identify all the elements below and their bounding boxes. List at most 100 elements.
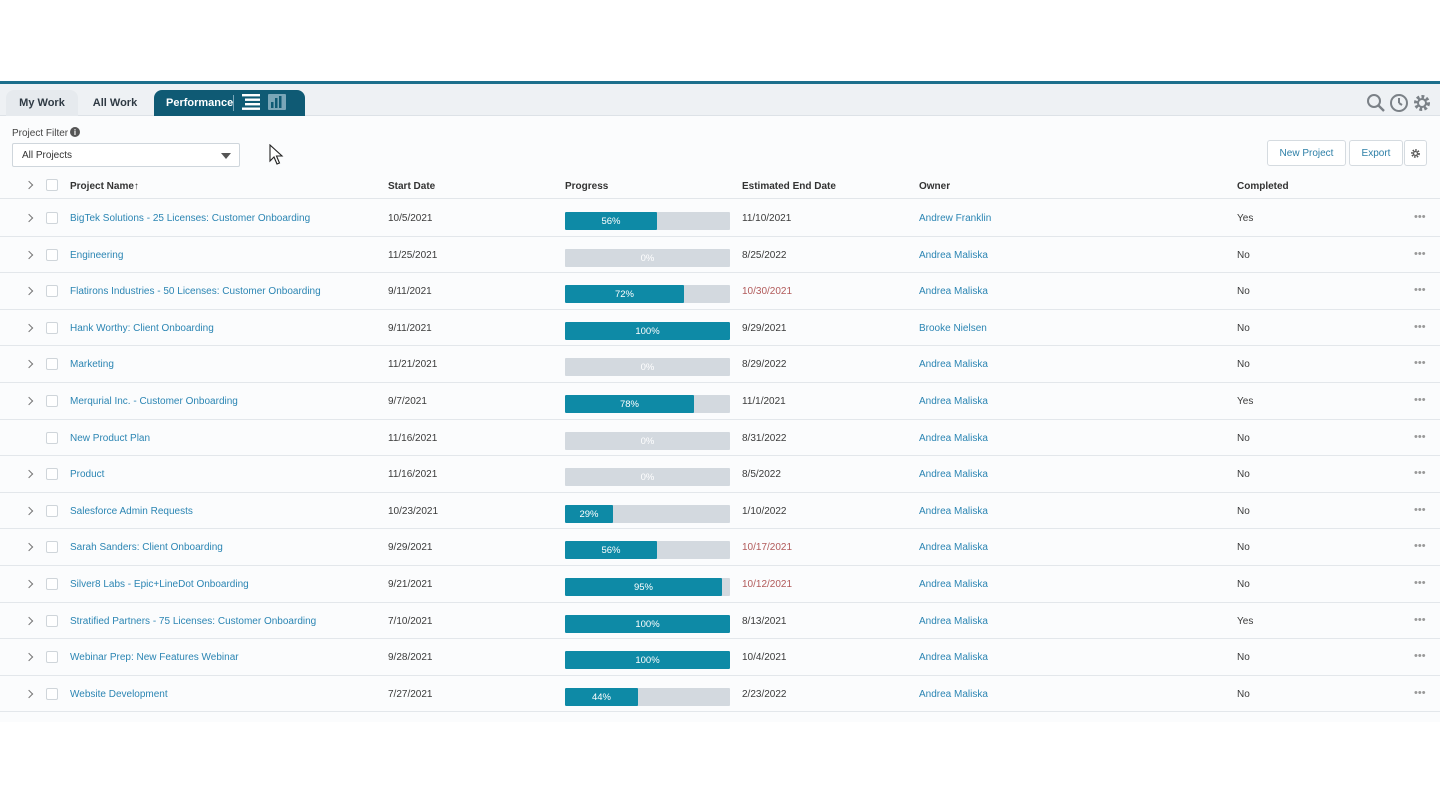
owner-link[interactable]: Andrea Maliska xyxy=(919,359,988,371)
owner-link[interactable]: Andrea Maliska xyxy=(919,615,988,627)
table-row[interactable]: Webinar Prep: New Features Webinar 9/28/2… xyxy=(0,639,1440,676)
project-name-link[interactable]: New Product Plan xyxy=(70,432,151,444)
owner-link[interactable]: Andrea Maliska xyxy=(919,579,988,590)
table-row[interactable]: Website Development 7/27/2021 44% 2/23/2022… xyxy=(0,676,1440,713)
more-options-icon[interactable]: ••• xyxy=(1414,577,1426,589)
column-start-date[interactable]: Start Date xyxy=(388,181,436,192)
row-checkbox[interactable] xyxy=(46,651,58,664)
table-row[interactable]: Marketing 11/21/2021 0% 8/29/2022 Andrea Mal… xyxy=(0,346,1440,383)
more-options-icon[interactable]: ••• xyxy=(1414,467,1426,480)
project-name-link[interactable]: Stratified Partners - 75 Licenses: Custo… xyxy=(70,615,317,627)
chevron-right-icon[interactable] xyxy=(24,652,34,662)
owner-link[interactable]: Andrea Maliska xyxy=(919,652,988,664)
chevron-right-icon[interactable] xyxy=(24,689,34,699)
row-checkbox[interactable] xyxy=(46,687,58,700)
owner-link[interactable]: Andrea Maliska xyxy=(919,432,988,444)
owner-link[interactable]: Andrea Maliska xyxy=(919,542,988,554)
chevron-right-icon[interactable] xyxy=(24,506,34,516)
info-icon[interactable]: i xyxy=(70,127,80,137)
row-checkbox[interactable] xyxy=(46,541,58,554)
table-settings-button[interactable] xyxy=(1404,140,1427,166)
more-options-icon[interactable]: ••• xyxy=(1414,247,1426,260)
more-options-icon[interactable]: ••• xyxy=(1414,613,1426,626)
project-name-link[interactable]: Marketing xyxy=(70,359,114,371)
table-row[interactable]: BigTek Solutions - 25 Licenses: Customer… xyxy=(0,200,1440,237)
project-name-link[interactable]: Flatirons Industries - 50 Licenses: Cust… xyxy=(70,286,321,298)
chevron-right-icon[interactable] xyxy=(24,213,34,223)
row-checkbox[interactable] xyxy=(46,212,58,224)
chevron-right-icon[interactable] xyxy=(24,616,34,625)
project-name-link[interactable]: Hank Worthy: Client Onboarding xyxy=(70,322,214,334)
column-progress[interactable]: Progress xyxy=(565,181,609,192)
chevron-right-icon[interactable] xyxy=(24,323,34,333)
owner-link[interactable]: Andrea Maliska xyxy=(919,396,988,407)
owner-link[interactable]: Andrea Maliska xyxy=(919,469,988,481)
chevron-right-icon[interactable] xyxy=(24,579,34,589)
owner-link[interactable]: Andrew Franklin xyxy=(919,213,992,224)
row-checkbox[interactable] xyxy=(46,468,58,481)
project-name-link[interactable]: Engineering xyxy=(70,249,124,261)
project-name-link[interactable]: BigTek Solutions - 25 Licenses: Customer… xyxy=(70,213,311,224)
owner-link[interactable]: Andrea Maliska xyxy=(919,249,988,261)
search-icon[interactable] xyxy=(1366,93,1386,113)
table-row[interactable]: Flatirons Industries - 50 Licenses: Cust… xyxy=(0,273,1440,310)
chevron-right-icon[interactable] xyxy=(24,286,34,296)
tab-my-work[interactable]: My Work xyxy=(6,90,78,116)
table-row[interactable]: Sarah Sanders: Client Onboarding 9/29/202… xyxy=(0,529,1440,566)
chevron-right-icon[interactable] xyxy=(24,543,34,552)
owner-link[interactable]: Andrea Maliska xyxy=(919,505,988,517)
row-checkbox[interactable] xyxy=(46,578,58,590)
gear-icon[interactable] xyxy=(1412,93,1432,113)
project-filter-select[interactable]: All Projects xyxy=(12,143,240,167)
table-row[interactable]: Stratified Partners - 75 Licenses: Custo… xyxy=(0,603,1440,640)
more-options-icon[interactable]: ••• xyxy=(1414,430,1426,443)
owner-link[interactable]: Andrea Maliska xyxy=(919,286,988,298)
row-checkbox[interactable] xyxy=(46,395,58,407)
project-name-link[interactable]: Merqurial Inc. - Customer Onboarding xyxy=(70,396,238,407)
row-checkbox[interactable] xyxy=(46,504,58,517)
column-completed[interactable]: Completed xyxy=(1237,181,1289,192)
more-options-icon[interactable]: ••• xyxy=(1414,650,1426,663)
chevron-right-icon[interactable] xyxy=(24,250,34,259)
row-checkbox[interactable] xyxy=(46,614,58,627)
clock-icon[interactable] xyxy=(1389,93,1409,113)
new-project-button[interactable]: New Project xyxy=(1267,140,1346,166)
row-checkbox[interactable] xyxy=(46,321,58,334)
column-estimated-end-date[interactable]: Estimated End Date xyxy=(742,181,836,192)
table-row[interactable]: Engineering 11/25/2021 0% 8/25/2022 Andrea M… xyxy=(0,237,1440,274)
row-checkbox[interactable] xyxy=(46,248,58,261)
expand-all-icon[interactable] xyxy=(24,180,34,190)
owner-link[interactable]: Andrea Maliska xyxy=(919,688,988,700)
more-options-icon[interactable]: ••• xyxy=(1414,357,1426,370)
more-options-icon[interactable]: ••• xyxy=(1414,211,1426,223)
more-options-icon[interactable]: ••• xyxy=(1414,320,1426,333)
project-name-link[interactable]: Webinar Prep: New Features Webinar xyxy=(70,652,239,664)
row-checkbox[interactable] xyxy=(46,431,58,444)
more-options-icon[interactable]: ••• xyxy=(1414,284,1426,297)
export-button[interactable]: Export xyxy=(1349,140,1403,166)
more-options-icon[interactable]: ••• xyxy=(1414,540,1426,553)
chevron-right-icon[interactable] xyxy=(24,360,34,369)
more-options-icon[interactable]: ••• xyxy=(1414,503,1426,516)
tab-all-work[interactable]: All Work xyxy=(92,97,138,109)
more-options-icon[interactable]: ••• xyxy=(1414,394,1426,406)
column-owner[interactable]: Owner xyxy=(919,181,951,192)
project-name-link[interactable]: Product xyxy=(70,469,105,481)
table-row[interactable]: Merqurial Inc. - Customer Onboarding 9/7/… xyxy=(0,383,1440,420)
list-view-icon[interactable] xyxy=(241,93,261,111)
table-row[interactable]: Product 11/16/2021 0% 8/5/2022 Andrea Malisk… xyxy=(0,456,1440,493)
chevron-right-icon[interactable] xyxy=(24,469,34,479)
row-checkbox[interactable] xyxy=(46,358,58,371)
table-row[interactable]: Salesforce Admin Requests 10/23/2021 29% 1/… xyxy=(0,493,1440,530)
owner-link[interactable]: Brooke Nielsen xyxy=(919,322,987,334)
table-row[interactable]: Hank Worthy: Client Onboarding 9/11/2021 1… xyxy=(0,310,1440,347)
column-project-name[interactable]: Project Name↑ xyxy=(70,181,139,192)
more-options-icon[interactable]: ••• xyxy=(1414,686,1426,699)
chevron-right-icon[interactable] xyxy=(24,396,34,406)
row-checkbox[interactable] xyxy=(46,285,58,298)
project-name-link[interactable]: Sarah Sanders: Client Onboarding xyxy=(70,542,223,554)
bar-chart-icon[interactable] xyxy=(267,93,287,111)
table-row[interactable]: Silver8 Labs - Epic+LineDot Onboarding 9/… xyxy=(0,566,1440,603)
project-name-link[interactable]: Website Development xyxy=(70,688,168,700)
select-all-checkbox[interactable] xyxy=(46,179,58,191)
